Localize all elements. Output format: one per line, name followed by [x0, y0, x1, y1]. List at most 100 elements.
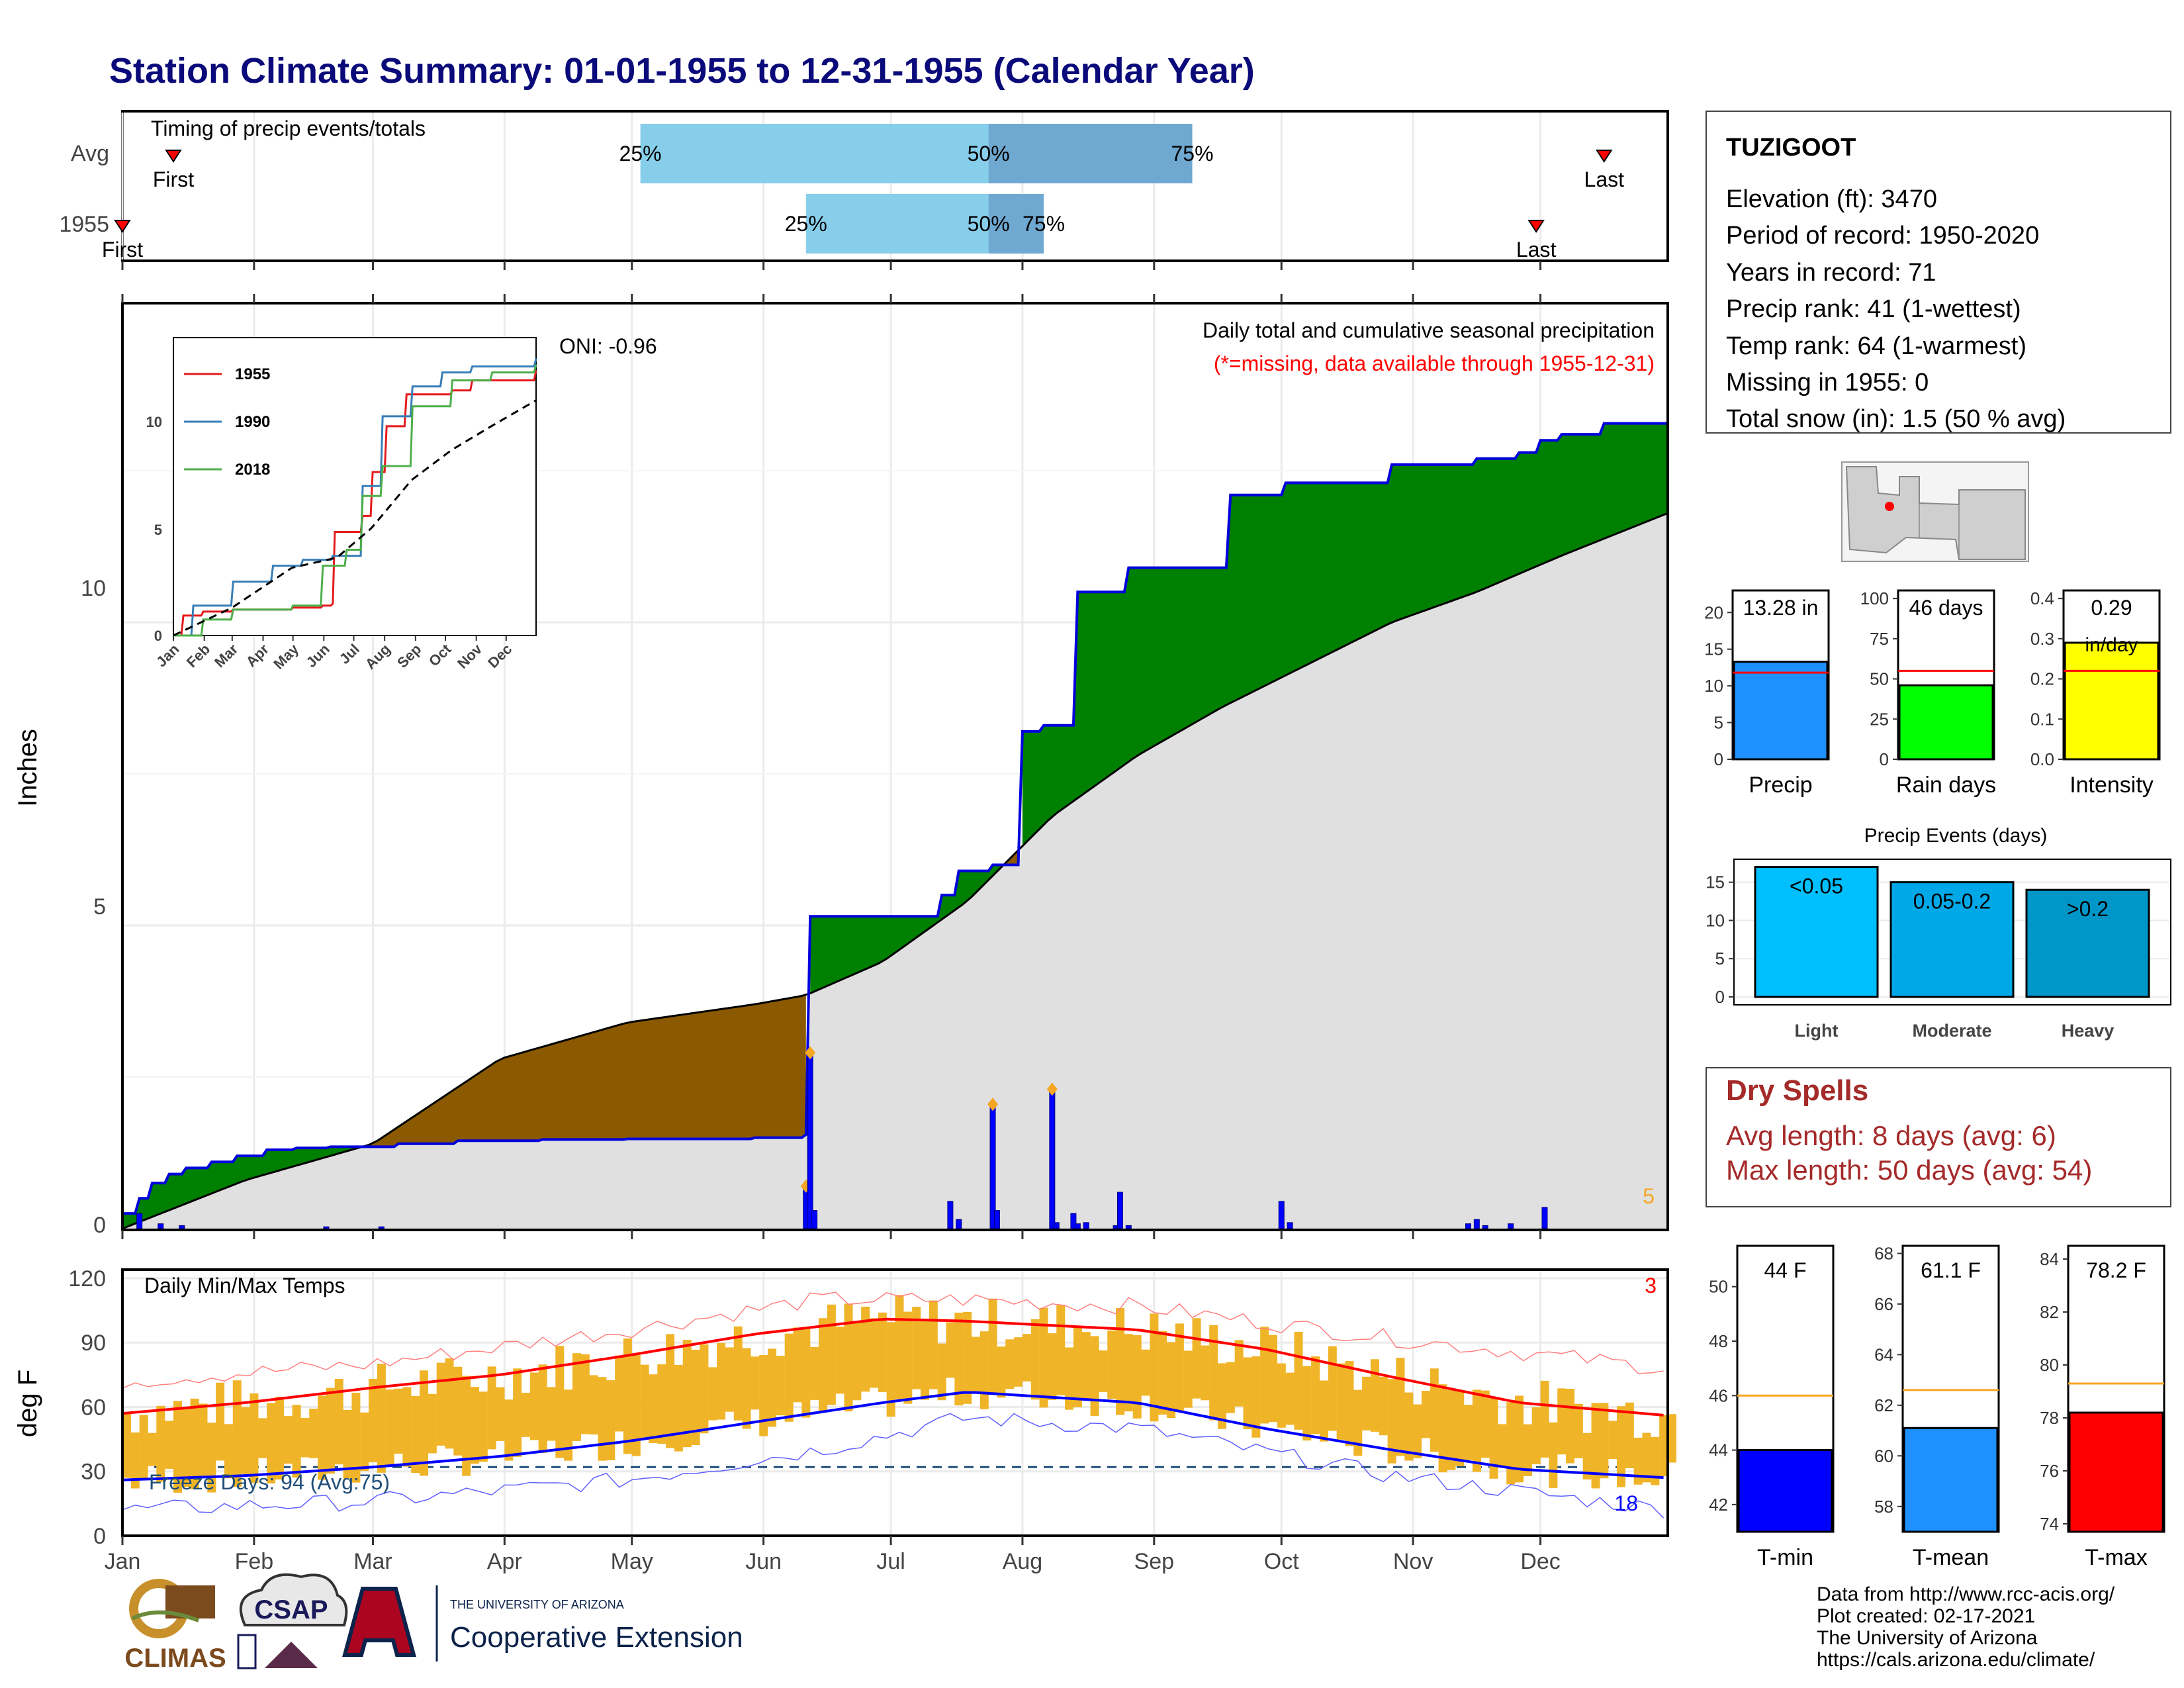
- daily-precip-bar: [1053, 1222, 1060, 1229]
- inset-ytick-10: 10: [146, 414, 162, 430]
- events-tick-label: 10: [1706, 910, 1725, 930]
- temp-summary-tick-label: 82: [2040, 1302, 2059, 1322]
- summary-tick-label: 0.0: [2030, 749, 2054, 769]
- temp-summary-value-T-min: 44 F: [1764, 1258, 1806, 1282]
- daily-temp-bar: [733, 1326, 743, 1421]
- credit-institution: The University of Arizona: [1817, 1627, 2038, 1649]
- summary-tick-label: 0.1: [2030, 709, 2054, 729]
- daily-temp-bar: [216, 1382, 225, 1461]
- daily-temp-bar: [1192, 1318, 1201, 1399]
- daily-temp-bar: [708, 1367, 717, 1421]
- daily-temp-bar: [835, 1327, 844, 1394]
- oni-label: ONI: -0.96: [559, 334, 657, 358]
- daily-precip-bar: [807, 1052, 813, 1229]
- daily-temp-bar: [1557, 1388, 1567, 1455]
- daily-temp-bar: [309, 1408, 318, 1458]
- station-snow: Total snow (in): 1.5 (50 % avg): [1726, 405, 2066, 433]
- summary-bars: 13.28 in 0 5 10 15 20 Precip 46 days 0 25 50 75 100 R…: [1704, 588, 2161, 798]
- timing-label-50: 50%: [968, 212, 1010, 236]
- timing-last-label: Last: [1516, 238, 1557, 261]
- daily-temp-bar: [156, 1405, 165, 1482]
- timing-label-75: 75%: [1171, 142, 1214, 165]
- summary-tick-label: 0.2: [2030, 669, 2054, 689]
- month-label: Jun: [745, 1549, 782, 1574]
- daily-temp-bar: [232, 1380, 242, 1487]
- daily-temp-bar: [292, 1405, 301, 1478]
- temp-summary-tick-label: 80: [2040, 1355, 2059, 1375]
- daily-temp-bar: [148, 1432, 157, 1466]
- precip-deficit-area: [364, 995, 806, 1147]
- temp-summary-value-T-max: 78.2 F: [2086, 1258, 2146, 1282]
- daily-temp-bar: [759, 1354, 768, 1436]
- summary-label-Rain days: Rain days: [1896, 773, 1996, 798]
- daily-precip-bar: [1125, 1225, 1132, 1229]
- precip-events-title: Precip Events (days): [1864, 825, 2048, 847]
- daily-temp-bar: [920, 1319, 929, 1400]
- timing-row-label-avg: Avg: [71, 141, 109, 166]
- daily-temp-bar: [318, 1395, 327, 1480]
- daily-temp-bar: [793, 1327, 802, 1403]
- temp-panel: Daily Min/Max Temps Freeze Days: 94 (Avg…: [13, 1266, 1676, 1574]
- daily-temp-bar: [343, 1409, 352, 1479]
- daily-temp-bar: [538, 1364, 547, 1453]
- daily-temp-bar: [402, 1387, 412, 1467]
- daily-temp-bar: [1175, 1323, 1184, 1411]
- daily-temp-bar: [1039, 1307, 1048, 1408]
- station-period: Period of record: 1950-2020: [1726, 222, 2039, 250]
- daily-temp-bar: [1269, 1335, 1278, 1423]
- timing-label-25: 25%: [619, 142, 662, 165]
- summary-value-Intensity: 0.29: [2091, 596, 2132, 620]
- daily-temp-bar: [1480, 1390, 1490, 1458]
- temp-summary-tick-label: 50: [1709, 1277, 1728, 1297]
- daily-precip-bar: [1116, 1192, 1123, 1229]
- inset-lines: [173, 358, 537, 637]
- timing-label-25: 25%: [785, 212, 827, 236]
- daily-temp-bar: [1201, 1345, 1210, 1401]
- events-tick-label: 15: [1706, 872, 1725, 892]
- temp-y-tick: 0: [93, 1524, 106, 1549]
- precip-missing-note: (*=missing, data available through 1955-…: [1214, 352, 1655, 375]
- daily-temp-bar: [997, 1346, 1006, 1398]
- daily-temp-bar: [462, 1376, 471, 1476]
- daily-temp-bar: [1226, 1362, 1235, 1413]
- daily-temp-bar: [1209, 1325, 1218, 1421]
- daily-temp-bar: [742, 1348, 751, 1429]
- events-bin-Heavy: >0.2: [2067, 897, 2109, 921]
- precip-panel-frame: [121, 302, 1669, 1231]
- daily-precip-record-marker-icon: [1046, 1082, 1058, 1096]
- daily-temp-bar: [1659, 1415, 1668, 1477]
- precip-ytick-10: 10: [81, 576, 106, 601]
- daily-temp-bar: [478, 1391, 488, 1462]
- daily-temp-bar: [768, 1348, 777, 1427]
- temp-summary-tick-label: 60: [1874, 1446, 1893, 1466]
- daily-temp-bar: [411, 1395, 420, 1474]
- precip-panel: Daily total and cumulative seasonal prec…: [13, 302, 1669, 1238]
- daily-precip-bar: [158, 1223, 164, 1229]
- daily-temp-bar: [1506, 1402, 1516, 1485]
- daily-temp-bar: [1336, 1363, 1345, 1440]
- summary-tick-label: 0.3: [2030, 629, 2054, 649]
- timing-last-marker-icon: [1527, 220, 1545, 233]
- daily-temp-bar: [241, 1407, 250, 1474]
- precip-surplus-area: [1022, 423, 1668, 847]
- summary-tick-label: 0: [1714, 749, 1723, 769]
- daily-temp-bar: [130, 1432, 140, 1489]
- dry-spells-avg: Avg length: 8 days (avg: 6): [1726, 1120, 2056, 1151]
- record-min-line: [122, 1413, 1664, 1519]
- events-bin-Light: <0.05: [1790, 874, 1843, 898]
- temp-summary-tick-label: 62: [1874, 1395, 1893, 1415]
- timing-bar-25-50: [640, 124, 989, 183]
- timing-last-label: Last: [1584, 167, 1625, 191]
- daily-temp-bar: [1421, 1391, 1430, 1438]
- daily-temp-bar: [1260, 1327, 1269, 1424]
- summary-tick-label: 0: [1880, 749, 1889, 769]
- events-tick-label: 5: [1715, 949, 1725, 968]
- daily-temp-bar: [886, 1322, 895, 1417]
- daily-temp-bar: [1370, 1359, 1379, 1432]
- temp-record-high-count: 3: [1645, 1274, 1657, 1297]
- daily-temp-bar: [1549, 1422, 1558, 1488]
- temp-summary-tick-label: 44: [1709, 1440, 1728, 1460]
- precip-average-line: [122, 512, 1668, 1230]
- temp-summary-value-T-mean: 61.1 F: [1921, 1258, 1981, 1282]
- summary-bar-Precip: [1733, 661, 1829, 761]
